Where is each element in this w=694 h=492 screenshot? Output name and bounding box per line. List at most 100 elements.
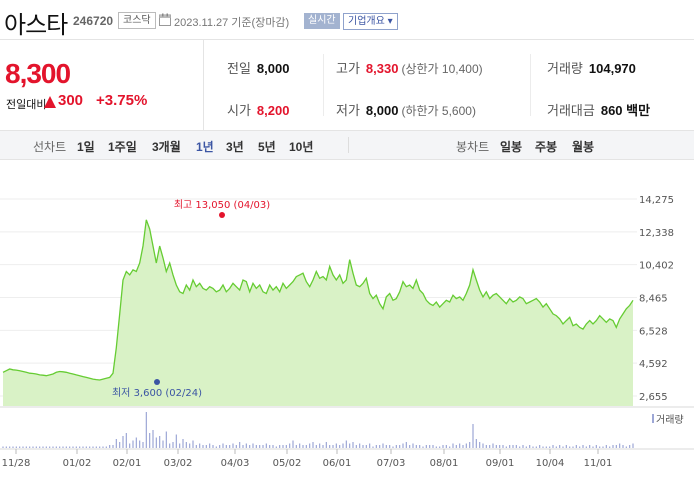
calendar-icon [159, 13, 171, 26]
volume-bar [419, 445, 421, 448]
volume-bar [425, 445, 427, 448]
stat-low: 저가 8,000 (하한가 5,600) [336, 103, 476, 118]
volume-bar [222, 443, 224, 448]
volume-bar [209, 443, 211, 448]
volume-bar [325, 442, 327, 448]
volume-bar [609, 446, 611, 448]
volume-bar [362, 445, 364, 448]
x-tick-label: 04/03 [221, 458, 250, 469]
x-tick-label: 06/01 [323, 458, 352, 469]
volume-bar [405, 442, 407, 448]
volume-bar [315, 445, 317, 448]
stat-open: 시가 8,200 [227, 103, 290, 118]
volume-bar [529, 445, 531, 448]
volume-bar [79, 446, 81, 448]
volume-bar [449, 446, 451, 448]
volume-bar [145, 412, 147, 448]
period-tab-10y[interactable]: 10년 [289, 140, 314, 154]
volume-bar [172, 442, 174, 448]
volume-bar [169, 443, 171, 448]
y-tick-label: 10,402 [639, 261, 674, 272]
volume-bar [12, 446, 14, 448]
volume-bar [482, 443, 484, 448]
up-arrow-icon [44, 96, 56, 108]
volume-bar [252, 443, 254, 448]
candle-tab-daily[interactable]: 일봉 [500, 140, 523, 154]
candle-tab-weekly[interactable]: 주봉 [535, 140, 558, 154]
volume-bar [295, 445, 297, 448]
volume-bar [359, 443, 361, 448]
volume-bar [545, 446, 547, 448]
volume-bar [572, 446, 574, 448]
volume-bar [592, 446, 594, 448]
volume-bar [99, 446, 101, 448]
volume-bar [485, 445, 487, 448]
x-tick-label: 09/01 [486, 458, 515, 469]
volume-bar [462, 445, 464, 448]
volume-legend-label: 거래량 [656, 414, 684, 426]
period-tab-1w[interactable]: 1주일 [108, 140, 137, 154]
volume-bar [219, 445, 221, 448]
volume-bar [202, 445, 204, 448]
volume-bar [575, 445, 577, 448]
period-tab-3y[interactable]: 3년 [226, 140, 244, 154]
volume-bar [265, 443, 267, 448]
volume-bar [25, 446, 27, 448]
x-tick-label: 01/02 [63, 458, 92, 469]
period-tab-1y[interactable]: 1년 [196, 140, 214, 154]
volume-bar [562, 446, 564, 448]
volume-bar [29, 446, 31, 448]
volume-bar [535, 446, 537, 448]
realtime-button[interactable]: 실시간 [304, 13, 340, 29]
period-tab-3m[interactable]: 3개월 [152, 140, 181, 154]
volume-bar [135, 437, 137, 448]
x-axis: 11/28 01/02 02/01 03/02 04/03 05/02 06/01 07/03… [2, 449, 612, 469]
volume-bar [19, 446, 21, 448]
volume-bar [542, 446, 544, 448]
volume-bar [489, 445, 491, 448]
y-axis: 14,275 12,338 10,402 8,465 6,528 4,592 2,655 [639, 195, 674, 403]
volume-bar [469, 442, 471, 448]
volume-bar [269, 445, 271, 448]
volume-bar [319, 443, 321, 448]
volume-bar [82, 446, 84, 448]
volume-bar [339, 445, 341, 448]
volume-bar [95, 446, 97, 448]
volume-bar [129, 443, 131, 448]
candle-tab-monthly[interactable]: 월봉 [572, 140, 595, 154]
volume-bar [429, 445, 431, 448]
y-tick-label: 8,465 [639, 294, 668, 305]
volume-bar [459, 443, 461, 448]
x-tick-label: 10/04 [536, 458, 565, 469]
volume-bar [385, 445, 387, 448]
volume-bar [165, 431, 167, 448]
market-badge: 코스닥 [118, 12, 156, 29]
volume-bar [39, 446, 41, 448]
volume-bar [442, 445, 444, 448]
line-chart-label: 선차트 [33, 140, 67, 154]
volume-bar [232, 443, 234, 448]
change-label: 전일대비 [6, 99, 47, 111]
volume-bar [345, 440, 347, 448]
price-chart[interactable]: 14,275 12,338 10,402 8,465 6,528 4,592 2,655 거… [0, 161, 694, 492]
company-info-dropdown[interactable]: 기업개요 ▾ [343, 13, 398, 30]
volume-bar [622, 445, 624, 448]
y-tick-label: 6,528 [639, 326, 668, 337]
high-marker [219, 212, 225, 218]
volume-bar [329, 445, 331, 448]
volume-bar [582, 445, 584, 448]
volume-bar [155, 437, 157, 448]
stock-name[interactable]: 아스타 [4, 12, 68, 39]
volume-bar [299, 443, 301, 448]
volume-bar [402, 443, 404, 448]
volume-bar [532, 446, 534, 448]
volume-bar [149, 433, 151, 448]
period-tab-1d[interactable]: 1일 [77, 140, 95, 154]
volume-bar [499, 445, 501, 448]
volume-bar [395, 445, 397, 448]
volume-bar [72, 446, 74, 448]
volume-bar [615, 445, 617, 448]
volume-bar [175, 434, 177, 448]
volume-bar [602, 446, 604, 448]
period-tab-5y[interactable]: 5년 [258, 140, 276, 154]
